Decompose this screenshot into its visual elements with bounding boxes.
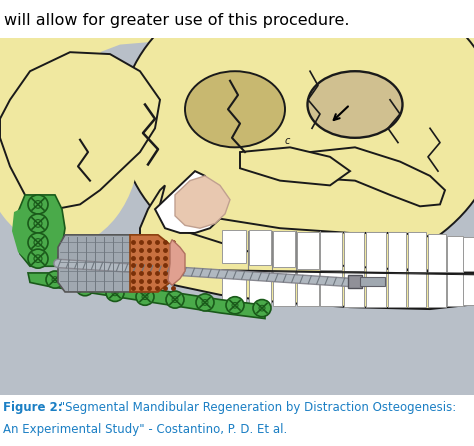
Polygon shape <box>0 52 160 209</box>
Polygon shape <box>148 209 474 273</box>
Bar <box>366 232 386 272</box>
Bar <box>360 277 385 286</box>
Text: Figure 2:: Figure 2: <box>3 401 63 414</box>
Circle shape <box>46 271 64 288</box>
Polygon shape <box>15 195 65 266</box>
Circle shape <box>28 214 48 233</box>
Polygon shape <box>58 235 158 292</box>
Bar <box>463 274 474 305</box>
Ellipse shape <box>308 71 402 138</box>
Bar <box>297 232 319 269</box>
Circle shape <box>76 279 94 296</box>
Circle shape <box>28 249 48 268</box>
Ellipse shape <box>0 38 140 247</box>
Bar <box>273 271 295 306</box>
Ellipse shape <box>120 0 474 276</box>
Bar <box>428 273 446 307</box>
Polygon shape <box>12 209 60 264</box>
Polygon shape <box>168 240 185 285</box>
Polygon shape <box>130 235 178 292</box>
Bar <box>388 232 406 272</box>
Bar <box>273 231 295 267</box>
Bar <box>249 230 271 265</box>
Bar <box>344 272 364 307</box>
Polygon shape <box>280 147 445 206</box>
Text: will allow for greater use of this procedure.: will allow for greater use of this proce… <box>4 13 349 29</box>
Bar <box>320 232 342 270</box>
Polygon shape <box>28 273 265 318</box>
Bar <box>428 234 446 272</box>
Bar <box>388 272 406 307</box>
Bar <box>366 272 386 307</box>
Circle shape <box>196 294 214 311</box>
Bar <box>408 232 426 272</box>
Bar <box>447 273 463 306</box>
Text: "Segmental Mandibular Regeneration by Distraction Osteogenesis:: "Segmental Mandibular Regeneration by Di… <box>56 401 456 414</box>
Polygon shape <box>175 176 230 228</box>
Circle shape <box>136 288 154 305</box>
Bar <box>297 271 319 306</box>
Bar <box>463 237 474 271</box>
Bar <box>344 232 364 271</box>
Text: c: c <box>285 136 291 146</box>
Ellipse shape <box>185 71 285 147</box>
Polygon shape <box>240 147 350 186</box>
Bar <box>447 236 463 272</box>
Polygon shape <box>140 186 474 309</box>
Bar <box>249 271 271 306</box>
Circle shape <box>166 291 184 308</box>
Bar <box>408 272 426 307</box>
Polygon shape <box>0 38 474 100</box>
Circle shape <box>226 297 244 314</box>
Text: An Experimental Study" - Costantino, P. D. Et al.: An Experimental Study" - Costantino, P. … <box>3 423 287 436</box>
Bar <box>348 275 362 288</box>
Polygon shape <box>155 171 220 233</box>
Bar <box>222 230 246 264</box>
Bar <box>222 271 246 306</box>
Circle shape <box>253 300 271 317</box>
Bar <box>320 271 342 306</box>
Circle shape <box>106 285 124 301</box>
Circle shape <box>28 233 48 252</box>
Circle shape <box>28 195 48 214</box>
